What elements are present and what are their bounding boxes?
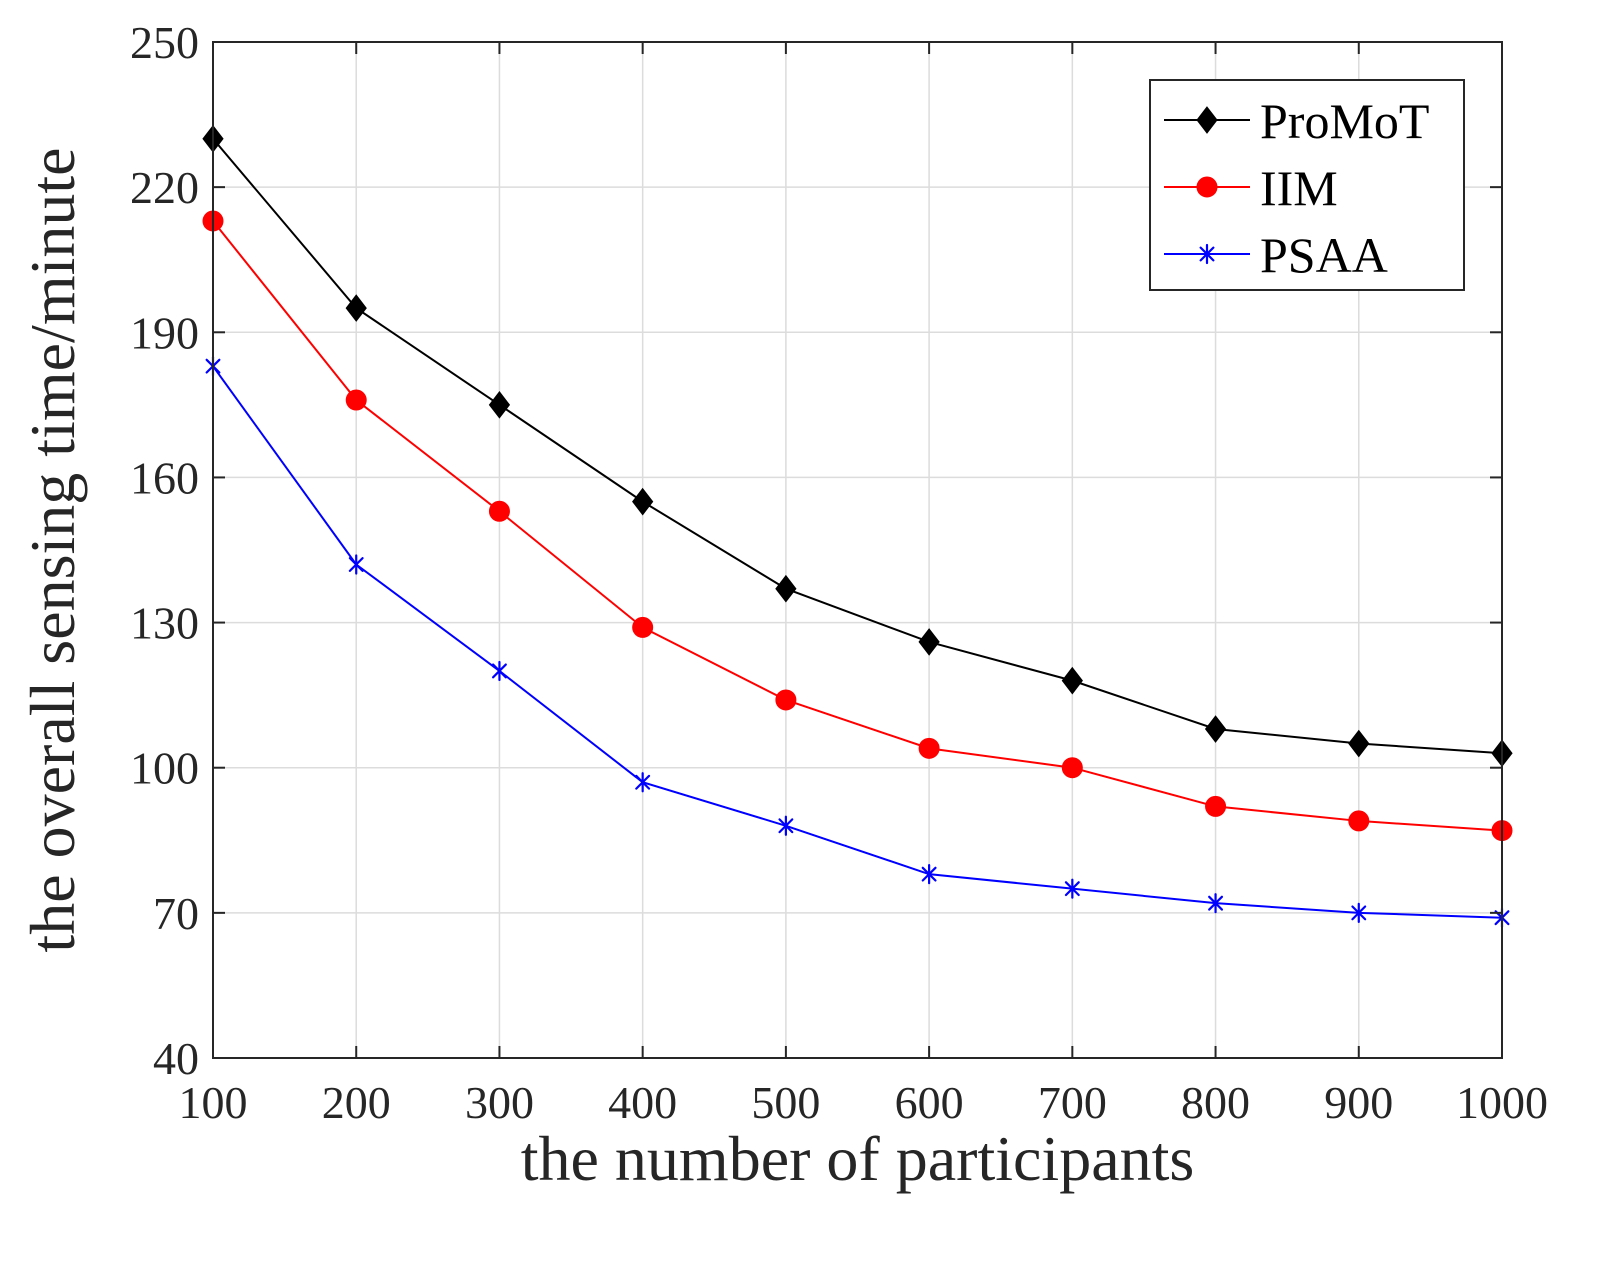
x-tick-label: 400 bbox=[608, 1077, 677, 1128]
data-point-iim bbox=[632, 616, 654, 638]
series-line-iim bbox=[212, 220, 1503, 832]
legend-item-iim: IIM bbox=[1164, 160, 1338, 216]
data-point-iim bbox=[1205, 795, 1227, 817]
data-point-promot bbox=[488, 391, 511, 419]
asterisk-stroke bbox=[778, 818, 794, 834]
legend-marker-iim bbox=[1196, 176, 1218, 198]
legend-marker-promot bbox=[1196, 106, 1218, 134]
data-point-promot bbox=[345, 294, 367, 322]
asterisk-stroke bbox=[635, 774, 651, 790]
legend-item-promot: ProMoT bbox=[1164, 93, 1429, 149]
x-axis-title: the number of participants bbox=[521, 1123, 1195, 1194]
asterisk-stroke bbox=[921, 866, 937, 882]
y-tick-label: 220 bbox=[130, 162, 199, 213]
y-tick-labels: 40 70 100 130 160 190 220 250 bbox=[130, 17, 199, 1084]
series-line-promot bbox=[212, 138, 1503, 755]
data-point-iim bbox=[1348, 810, 1370, 832]
asterisk-stroke bbox=[348, 557, 364, 572]
plot-frame bbox=[212, 41, 1503, 1059]
x-tick-label: 300 bbox=[465, 1077, 534, 1128]
x-tick-label: 100 bbox=[179, 1077, 248, 1128]
legend-label-iim: IIM bbox=[1260, 160, 1338, 216]
data-point-promot bbox=[1061, 666, 1083, 695]
legend-marker-psaa bbox=[1199, 243, 1215, 265]
x-tick-labels: 100 200 300 400 500 600 700 800 900 1000 bbox=[179, 1077, 1549, 1128]
data-point-promot bbox=[775, 574, 797, 603]
series-layer bbox=[202, 124, 1513, 928]
x-tick-label: 1000 bbox=[1456, 1077, 1548, 1128]
asterisk-stroke bbox=[1064, 881, 1080, 897]
ticks bbox=[212, 41, 1503, 1059]
asterisk-stroke bbox=[491, 663, 507, 679]
y-tick-label: 160 bbox=[130, 452, 199, 503]
y-tick-label: 100 bbox=[130, 743, 199, 794]
data-point-iim bbox=[918, 737, 940, 759]
x-tick-label: 500 bbox=[751, 1077, 820, 1128]
data-point-iim bbox=[775, 689, 797, 711]
asterisk-stroke bbox=[1208, 895, 1224, 911]
data-point-iim bbox=[1061, 757, 1083, 779]
data-point-iim bbox=[345, 389, 367, 411]
data-point-psaa bbox=[921, 864, 937, 885]
y-tick-label: 70 bbox=[153, 888, 199, 939]
legend-label-promot: ProMoT bbox=[1260, 93, 1429, 149]
series-psaa bbox=[205, 356, 1510, 928]
y-tick-label: 130 bbox=[130, 598, 199, 649]
legend-item-psaa: PSAA bbox=[1164, 227, 1388, 283]
x-tick-label: 600 bbox=[895, 1077, 964, 1128]
series-line-psaa bbox=[212, 365, 1503, 919]
data-point-psaa bbox=[491, 660, 507, 682]
y-tick-label: 40 bbox=[153, 1033, 199, 1084]
data-point-psaa bbox=[1351, 902, 1367, 923]
x-tick-label: 200 bbox=[322, 1077, 391, 1128]
data-point-promot bbox=[632, 487, 654, 516]
y-axis-title: the overall sensing time/minute bbox=[17, 147, 88, 952]
series-promot bbox=[202, 124, 1513, 768]
data-point-psaa bbox=[635, 772, 651, 793]
x-tick-label: 900 bbox=[1324, 1077, 1393, 1128]
data-point-psaa bbox=[1064, 878, 1080, 899]
legend-label-psaa: PSAA bbox=[1260, 227, 1388, 283]
data-point-iim bbox=[488, 500, 510, 522]
asterisk-stroke bbox=[1199, 246, 1215, 262]
y-tick-label: 190 bbox=[130, 307, 199, 358]
data-point-promot bbox=[1204, 715, 1227, 743]
legend: ProMoT IIM PSAA bbox=[1149, 79, 1465, 291]
data-point-psaa bbox=[348, 554, 364, 575]
data-point-psaa bbox=[1208, 893, 1224, 914]
data-point-promot bbox=[1348, 729, 1370, 758]
asterisk-stroke bbox=[1351, 905, 1367, 921]
data-point-psaa bbox=[778, 815, 794, 836]
y-tick-label: 250 bbox=[130, 17, 199, 68]
data-point-promot bbox=[918, 628, 940, 656]
x-tick-label: 700 bbox=[1038, 1077, 1107, 1128]
x-tick-label: 800 bbox=[1181, 1077, 1250, 1128]
